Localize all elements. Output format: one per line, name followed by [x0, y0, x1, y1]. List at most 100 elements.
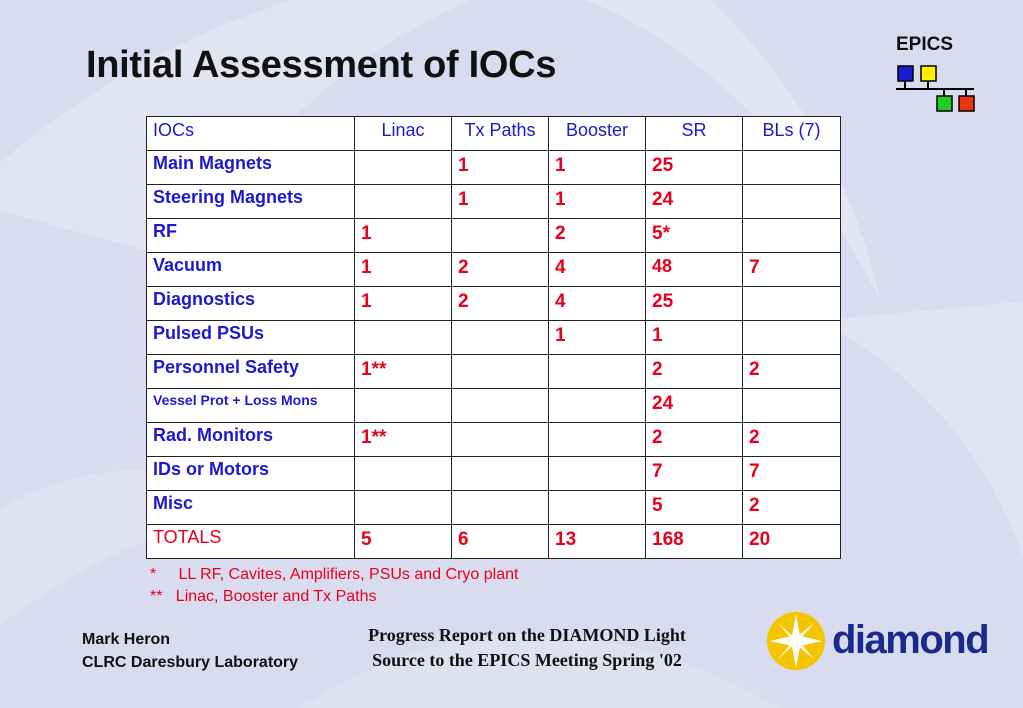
cell-booster: [548, 354, 646, 389]
table-row: RF 1 2 5*: [146, 218, 841, 253]
table-row: Misc 5 2: [146, 490, 841, 525]
cell-sr: 48: [645, 252, 743, 287]
cell-booster: 4: [548, 252, 646, 287]
cell-tx-paths: [451, 422, 549, 457]
total-tx-paths: 6: [451, 524, 549, 559]
cell-booster: [548, 456, 646, 491]
cell-linac: 1: [354, 218, 452, 253]
cell-linac: 1**: [354, 422, 452, 457]
total-bls: 20: [742, 524, 841, 559]
cell-tx-paths: [451, 388, 549, 423]
total-sr: 168: [645, 524, 743, 559]
report-title: Progress Report on the DIAMOND Light Sou…: [336, 623, 718, 673]
author-name: Mark Heron: [82, 631, 171, 648]
table-totals-row: TOTALS 5 6 13 168 20: [146, 524, 841, 559]
cell-sr: 24: [645, 184, 743, 219]
table-row: Vessel Prot + Loss Mons 24: [146, 388, 841, 423]
cell-linac: [354, 456, 452, 491]
cell-linac: [354, 320, 452, 355]
cell-bls: [742, 286, 841, 321]
diamond-star-icon: [767, 612, 825, 670]
cell-booster: [548, 422, 646, 457]
cell-bls: [742, 218, 841, 253]
cell-linac: 1: [354, 286, 452, 321]
row-label: Rad. Monitors: [146, 422, 355, 457]
cell-linac: [354, 490, 452, 525]
row-label: RF: [146, 218, 355, 253]
row-label-totals: TOTALS: [146, 524, 355, 559]
row-label: Diagnostics: [146, 286, 355, 321]
header-linac: Linac: [354, 116, 452, 151]
row-label: Vessel Prot + Loss Mons: [146, 388, 355, 423]
cell-bls: [742, 184, 841, 219]
ioc-assessment-table: IOCs Linac Tx Paths Booster SR BLs (7) M…: [146, 116, 841, 559]
row-label: Misc: [146, 490, 355, 525]
footnotes: * LL RF, Cavites, Amplifiers, PSUs and C…: [150, 566, 518, 610]
header-bls: BLs (7): [742, 116, 841, 151]
cell-booster: 1: [548, 150, 646, 185]
table-row: Pulsed PSUs 1 1: [146, 320, 841, 355]
total-booster: 13: [548, 524, 646, 559]
cell-linac: [354, 388, 452, 423]
row-label: IDs or Motors: [146, 456, 355, 491]
cell-sr: 2: [645, 422, 743, 457]
cell-sr: 25: [645, 286, 743, 321]
row-label: Steering Magnets: [146, 184, 355, 219]
table-row: Rad. Monitors 1** 2 2: [146, 422, 841, 457]
author-block: Mark Heron CLRC Daresbury Laboratory: [82, 628, 298, 674]
cell-booster: [548, 490, 646, 525]
header-booster: Booster: [548, 116, 646, 151]
cell-tx-paths: [451, 490, 549, 525]
header-sr: SR: [645, 116, 743, 151]
cell-tx-paths: 2: [451, 286, 549, 321]
row-label: Personnel Safety: [146, 354, 355, 389]
cell-sr: 2: [645, 354, 743, 389]
slide-title: Initial Assessment of IOCs: [86, 44, 557, 86]
header-tx-paths: Tx Paths: [451, 116, 549, 151]
cell-tx-paths: 1: [451, 184, 549, 219]
cell-bls: [742, 388, 841, 423]
cell-tx-paths: [451, 456, 549, 491]
cell-bls: [742, 150, 841, 185]
cell-sr: 7: [645, 456, 743, 491]
epics-logo-text: EPICS: [896, 34, 954, 55]
cell-bls: 7: [742, 456, 841, 491]
footnote-single-star: * LL RF, Cavites, Amplifiers, PSUs and C…: [150, 566, 519, 583]
cell-linac: 1**: [354, 354, 452, 389]
row-label: Vacuum: [146, 252, 355, 287]
cell-booster: 1: [548, 184, 646, 219]
cell-sr: 24: [645, 388, 743, 423]
table-row: IDs or Motors 7 7: [146, 456, 841, 491]
table-header-row: IOCs Linac Tx Paths Booster SR BLs (7): [146, 116, 841, 151]
report-title-line1: Progress Report on the DIAMOND Light: [368, 625, 686, 645]
cell-linac: 1: [354, 252, 452, 287]
cell-tx-paths: [451, 218, 549, 253]
cell-tx-paths: 2: [451, 252, 549, 287]
cell-linac: [354, 150, 452, 185]
row-label: Main Magnets: [146, 150, 355, 185]
table-row: Main Magnets 1 1 25: [146, 150, 841, 185]
table-row: Steering Magnets 1 1 24: [146, 184, 841, 219]
table-row: Personnel Safety 1** 2 2: [146, 354, 841, 389]
row-label: Pulsed PSUs: [146, 320, 355, 355]
cell-bls: 7: [742, 252, 841, 287]
total-linac: 5: [354, 524, 452, 559]
cell-bls: 2: [742, 422, 841, 457]
cell-sr: 25: [645, 150, 743, 185]
cell-bls: 2: [742, 490, 841, 525]
cell-booster: 2: [548, 218, 646, 253]
cell-tx-paths: 1: [451, 150, 549, 185]
cell-booster: 1: [548, 320, 646, 355]
cell-booster: 4: [548, 286, 646, 321]
table-row: Diagnostics 1 2 4 25: [146, 286, 841, 321]
author-organization: CLRC Daresbury Laboratory: [82, 654, 299, 671]
cell-sr: 1: [645, 320, 743, 355]
cell-booster: [548, 388, 646, 423]
diamond-logo-text: diamond: [832, 618, 990, 662]
report-title-line2: Source to the EPICS Meeting Spring '02: [372, 650, 682, 670]
cell-tx-paths: [451, 320, 549, 355]
diamond-logo: diamond: [764, 610, 990, 672]
cell-sr: 5*: [645, 218, 743, 253]
footnote-double-star: ** Linac, Booster and Tx Paths: [150, 588, 377, 605]
cell-sr: 5: [645, 490, 743, 525]
